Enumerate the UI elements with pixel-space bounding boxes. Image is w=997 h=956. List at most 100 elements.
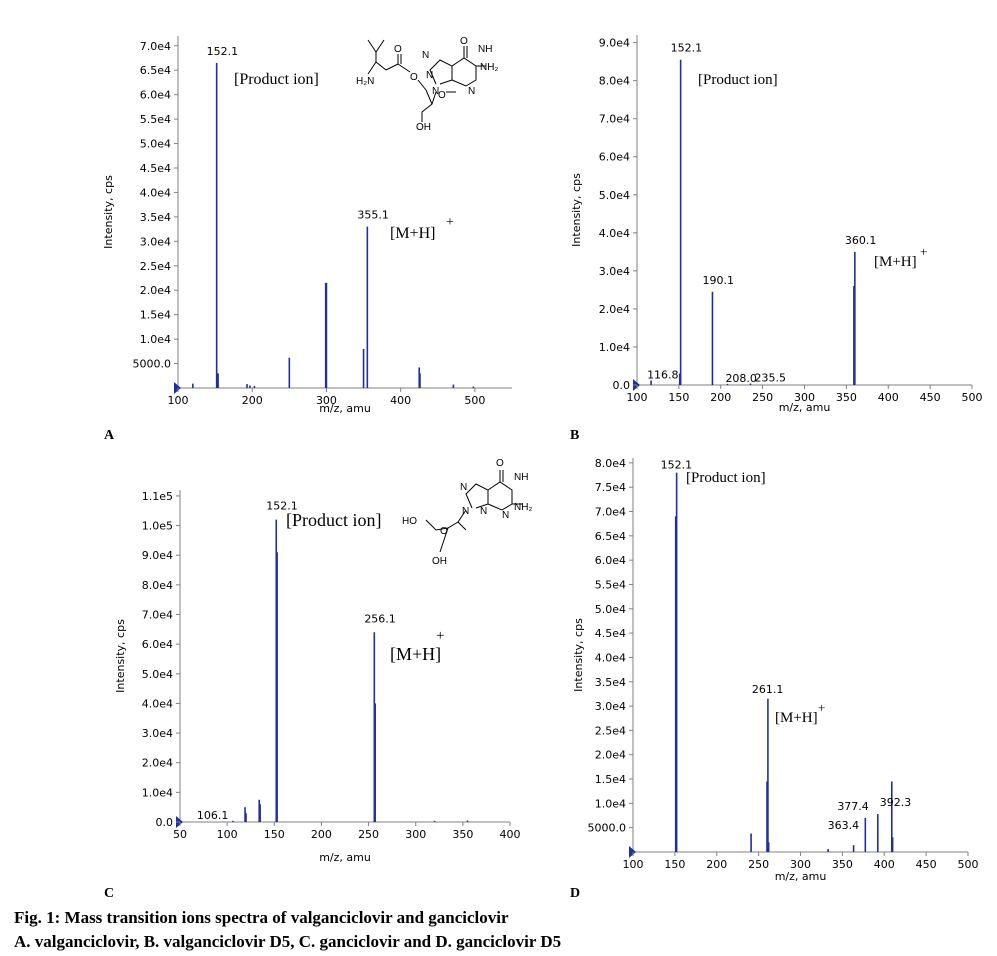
y-axis-label: Intensity, cps [102, 175, 115, 249]
struct-a-n3-label: N [432, 86, 439, 97]
figure-canvas: 5000.0 1.0e4 1.5e4 2.0e4 2.5e4 3.0e4 3.5e4 4.0e… [102, 35, 983, 883]
panel-d-chart: 5000.0 1.0e4 1.5e4 2.0e4 2.5e4 3.0e4 3.5e4 4.0e… [572, 457, 979, 883]
x-tick-label: 350 [452, 828, 473, 841]
x-tick-label: 100 [168, 394, 189, 407]
x-tick-label: 500 [958, 858, 979, 871]
peak-label: 392.3 [880, 796, 912, 809]
x-axis-label: m/z, amu [319, 402, 371, 415]
y-tick-label: 4.0e4 [140, 186, 171, 199]
peak-label: 355.1 [357, 209, 389, 222]
x-tick-label: 200 [242, 394, 263, 407]
struct-c-o2-label: O [440, 526, 448, 537]
y-tick-label: 4.0e4 [599, 227, 630, 240]
ganciclovir-structure-labels: O NH NH₂ N N N N HO O OH [402, 458, 532, 567]
peak-label: 190.1 [702, 274, 734, 287]
struct-a-oh-label: OH [416, 122, 431, 133]
y-tick-label: 7.0e4 [142, 609, 173, 622]
x-tick-label: 300 [794, 391, 815, 404]
y-axis-label: Intensity, cps [114, 619, 127, 693]
y-tick-label: 5.0e4 [599, 189, 630, 202]
y-tick-label: 7.0e4 [595, 506, 626, 519]
struct-c-n1-label: N [460, 482, 467, 493]
peak-label: 152.1 [207, 45, 239, 58]
panel-c-letter: C [104, 886, 115, 901]
y-tick-label: 2.5e4 [140, 260, 171, 273]
y-tick-label: 3.0e4 [595, 700, 626, 713]
struct-c-n2-label: N [462, 506, 469, 517]
x-tick-label: 250 [358, 828, 379, 841]
charge-plus-annotation: + [818, 700, 825, 715]
figure-caption-subtitle: A. valganciclovir, B. valganciclovir D5,… [14, 932, 562, 951]
struct-a-o3-label: O [410, 72, 418, 83]
x-tick-label: 100 [623, 858, 644, 871]
x-tick-label: 400 [500, 828, 521, 841]
mh-annotation: [M+H] [390, 225, 435, 242]
x-tick-label: 300 [405, 828, 426, 841]
x-tick-label: 150 [668, 391, 689, 404]
x-tick-label: 200 [311, 828, 332, 841]
y-tick-label: 3.0e4 [599, 265, 630, 278]
y-tick-label: 1.5e4 [595, 773, 626, 786]
struct-a-o-label: O [460, 36, 468, 47]
x-tick-label: 400 [878, 391, 899, 404]
ganciclovir-structure [425, 470, 522, 553]
y-tick-label: 6.0e4 [595, 554, 626, 567]
y-tick-label: 4.0e4 [142, 697, 173, 710]
y-tick-label: 1.0e5 [142, 520, 173, 533]
struct-c-nh-label: NH [514, 472, 528, 483]
y-tick-label: 4.5e4 [140, 162, 171, 175]
y-axis-label: Intensity, cps [570, 173, 583, 247]
struct-a-o4-label: O [438, 90, 446, 101]
panel-b-letter: B [570, 428, 580, 443]
x-tick-label: 400 [390, 394, 411, 407]
y-tick-label: 1.5e4 [140, 309, 171, 322]
struct-c-nh2-label: NH₂ [514, 502, 532, 513]
y-tick-label: 6.5e4 [595, 530, 626, 543]
x-tick-label: 250 [748, 858, 769, 871]
y-tick-label: 8.0e4 [599, 75, 630, 88]
y-tick-label: 3.5e4 [595, 676, 626, 689]
x-axis-label: m/z, amu [319, 851, 371, 864]
x-tick-label: 400 [874, 858, 895, 871]
x-tick-label: 500 [962, 391, 983, 404]
y-tick-label: 5.0e4 [142, 668, 173, 681]
x-tick-label: 350 [836, 391, 857, 404]
y-tick-label: 5.0e4 [595, 603, 626, 616]
x-tick-label: 450 [916, 858, 937, 871]
x-tick-label: 200 [710, 391, 731, 404]
y-tick-label: 3.5e4 [140, 211, 171, 224]
y-tick-label: 8.0e4 [595, 457, 626, 470]
x-tick-label: 300 [790, 858, 811, 871]
peak-label: 261.1 [752, 683, 784, 696]
struct-a-h2n-label: H₂N [356, 76, 374, 87]
peak-label: 208.0 [725, 372, 757, 385]
struct-a-nh-label: NH [478, 44, 492, 55]
y-tick-label: 5.5e4 [140, 113, 171, 126]
struct-c-oh-label: OH [432, 556, 447, 567]
y-tick-label: 1.0e4 [142, 786, 173, 799]
y-tick-label: 1.0e4 [140, 333, 171, 346]
y-tick-label: 4.5e4 [595, 627, 626, 640]
y-tick-label: 2.5e4 [595, 724, 626, 737]
charge-plus-annotation: + [446, 215, 454, 230]
y-tick-label: 5000.0 [133, 358, 172, 371]
x-tick-label: 100 [627, 391, 648, 404]
x-tick-label: 50 [173, 828, 187, 841]
y-tick-label: 5000.0 [588, 822, 627, 835]
y-tick-label: 5.0e4 [140, 138, 171, 151]
x-tick-label: 100 [217, 828, 238, 841]
mh-annotation: [M+H] [874, 254, 917, 270]
product-ion-annotation: [Product ion] [286, 510, 381, 530]
peak-label: 152.1 [661, 459, 693, 472]
charge-plus-annotation: + [920, 244, 927, 259]
struct-a-n4-label: N [468, 86, 475, 97]
y-tick-label: 3.0e4 [142, 727, 173, 740]
y-tick-label: 1.1e5 [142, 490, 173, 503]
y-tick-label: 9.0e4 [599, 37, 630, 50]
x-axis-label: m/z, amu [779, 401, 831, 414]
y-tick-label: 1.0e4 [599, 341, 630, 354]
y-tick-label: 2.0e4 [595, 749, 626, 762]
y-tick-label: 6.5e4 [140, 64, 171, 77]
peak-label: 106.1 [197, 809, 229, 822]
y-tick-label: 8.0e4 [142, 579, 173, 592]
